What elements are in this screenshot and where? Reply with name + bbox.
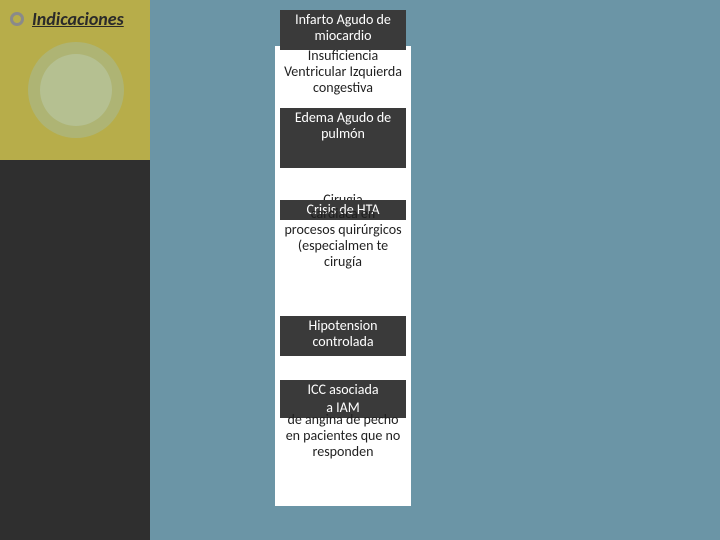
content-box-10: de angina de pecho en pacientes que no r… — [280, 410, 406, 474]
bg-right — [150, 0, 720, 540]
heading-indicaciones: Indicaciones — [32, 8, 124, 30]
content-box-2: Edema Agudo de pulmón — [280, 108, 406, 168]
bullet-icon — [10, 12, 24, 26]
content-box-5: cardiaca en procesos quirúrgicos (especi… — [280, 204, 406, 294]
bg-left-bottom — [0, 160, 150, 540]
circle-inner — [40, 54, 112, 126]
content-box-6: Hipotension controlada — [280, 316, 406, 356]
content-box-0: Infarto Agudo de miocardio — [280, 10, 406, 50]
slide: Indicaciones Infarto Agudo de miocardioI… — [0, 0, 720, 540]
